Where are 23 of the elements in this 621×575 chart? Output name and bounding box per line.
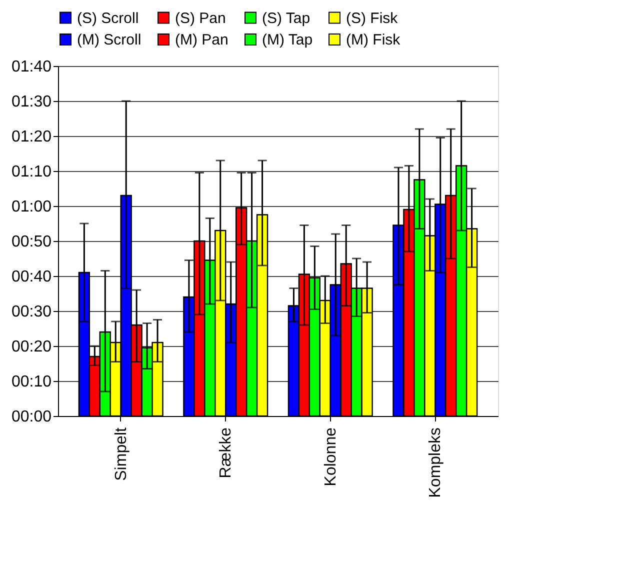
legend-label: (M) Fisk [346,32,401,48]
y-tick-label: 00:40 [11,268,52,286]
y-tick-label: 00:00 [11,408,52,426]
legend-label: (S) Scroll [77,10,139,27]
legend-label: (S) Pan [175,10,226,27]
legend-label: (S) Fisk [346,10,398,27]
legend-label: (M) Pan [175,32,228,48]
y-tick-label: 01:00 [11,198,52,216]
y-tick-label: 01:10 [11,164,52,180]
x-tick-label: Kompleks [427,428,444,498]
y-tick-label: 00:10 [11,374,52,390]
y-tick-label: 00:30 [11,304,52,320]
y-tick-label: 01:40 [11,58,52,76]
y-tick-label: 01:30 [11,94,52,110]
legend-label: (M) Scroll [77,32,142,48]
x-tick-label: Række [218,427,235,478]
x-tick-label: Simpelt [112,426,130,481]
y-tick-label: 00:50 [11,234,52,250]
y-tick-label: 01:20 [11,128,52,146]
legend-label: (M) Tap [262,32,313,48]
y-tick-label: 00:20 [11,338,52,356]
x-tick-label: Kolonne [322,427,340,486]
legend-label: (S) Tap [262,10,310,27]
